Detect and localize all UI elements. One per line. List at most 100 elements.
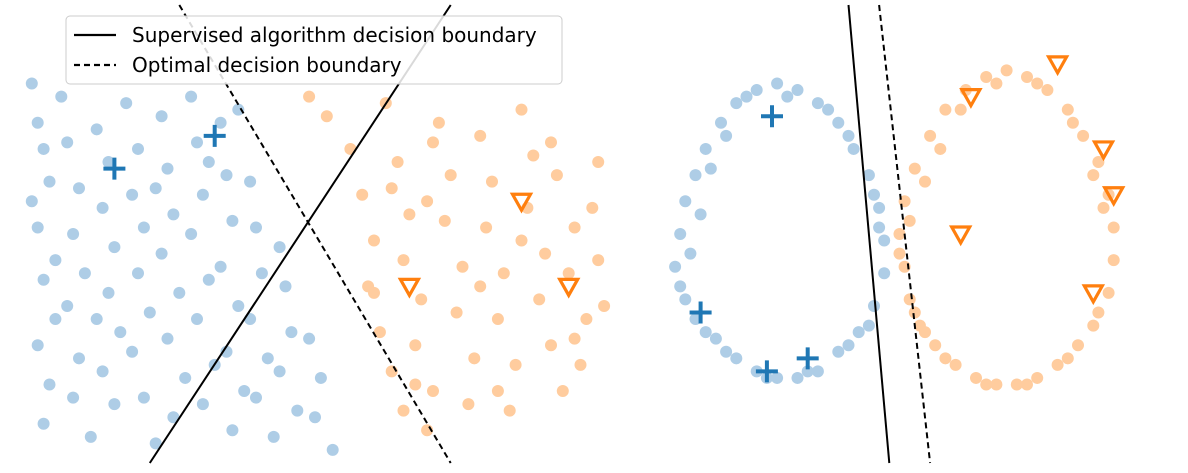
left-point-a-unlabeled-56 bbox=[232, 299, 245, 312]
legend-supervised-label: Supervised algorithm decision boundary bbox=[132, 23, 537, 47]
right-point-b-unlabeled-34 bbox=[1031, 77, 1044, 90]
right-point-a-unlabeled-6 bbox=[730, 97, 743, 110]
right-point-a-unlabeled-1 bbox=[674, 228, 687, 240]
right-point-b-unlabeled-8 bbox=[1021, 70, 1033, 83]
right-point-b-labeled-1 bbox=[1045, 55, 1070, 77]
left-point-a-unlabeled-9 bbox=[37, 417, 50, 430]
right-point-b-unlabeled-36 bbox=[1087, 169, 1100, 182]
left-point-b-unlabeled-20 bbox=[456, 260, 469, 273]
left-point-a-unlabeled-2 bbox=[37, 142, 50, 155]
left-point-a-unlabeled-65 bbox=[250, 391, 262, 404]
left-point-a-unlabeled-14 bbox=[78, 267, 91, 280]
left-point-a-unlabeled-12 bbox=[73, 182, 85, 195]
right-point-b-unlabeled-15 bbox=[1107, 254, 1120, 267]
right-point-a-unlabeled-34 bbox=[822, 103, 835, 116]
left-point-a-unlabeled-53 bbox=[220, 169, 233, 182]
left-point-b-labeled-1 bbox=[397, 277, 422, 299]
left-point-b-unlabeled-52 bbox=[427, 136, 439, 149]
right-point-a-unlabeled-18 bbox=[852, 326, 865, 339]
left-point-a-unlabeled-36 bbox=[155, 110, 168, 123]
left-point-a-unlabeled-5 bbox=[37, 273, 50, 286]
right-point-b-unlabeled-19 bbox=[1051, 358, 1064, 371]
right-point-a-unlabeled-39 bbox=[842, 339, 855, 352]
right-point-b-unlabeled-37 bbox=[1097, 201, 1110, 214]
left-point-a-unlabeled-79 bbox=[149, 182, 162, 195]
right-point-a-unlabeled-28 bbox=[684, 247, 697, 260]
right-point-a-unlabeled-31 bbox=[720, 129, 733, 142]
right-point-a-labeled-0 bbox=[761, 105, 783, 128]
left-point-a-unlabeled-24 bbox=[114, 326, 127, 339]
right-point-a-unlabeled-24 bbox=[730, 352, 743, 365]
right-point-a-unlabeled-43 bbox=[699, 326, 712, 339]
right-point-a-unlabeled-33 bbox=[781, 90, 794, 103]
left-point-a-unlabeled-20 bbox=[102, 156, 115, 169]
left-point-b-unlabeled-37 bbox=[556, 385, 569, 398]
right-point-b-unlabeled-32 bbox=[954, 103, 967, 116]
left-point-a-unlabeled-18 bbox=[84, 430, 97, 443]
left-point-a-unlabeled-11 bbox=[61, 136, 74, 149]
left-point-a-unlabeled-43 bbox=[167, 411, 180, 424]
left-point-a-unlabeled-63 bbox=[244, 313, 257, 326]
left-point-a-unlabeled-78 bbox=[90, 313, 103, 326]
right-point-b-unlabeled-22 bbox=[990, 378, 1003, 391]
left-point-a-unlabeled-42 bbox=[179, 371, 192, 384]
left-point-a-labeled-0 bbox=[103, 157, 126, 180]
left-point-a-unlabeled-23 bbox=[102, 286, 115, 299]
right-point-b-unlabeled-3 bbox=[924, 129, 937, 142]
left-point-a-unlabeled-81 bbox=[232, 103, 245, 116]
left-point-b-unlabeled-29 bbox=[509, 358, 522, 371]
left-point-b-unlabeled-25 bbox=[486, 175, 498, 188]
left-point-b-unlabeled-44 bbox=[592, 254, 605, 267]
right-point-b-unlabeled-41 bbox=[980, 378, 993, 391]
left-point-b-unlabeled-6 bbox=[373, 326, 386, 339]
left-point-b-unlabeled-43 bbox=[586, 201, 599, 214]
left-point-a-unlabeled-46 bbox=[196, 188, 209, 201]
right-point-a-unlabeled-32 bbox=[740, 90, 753, 103]
left-point-a-unlabeled-30 bbox=[137, 221, 150, 234]
right-point-a-unlabeled-12 bbox=[847, 142, 860, 155]
left-point-a-unlabeled-55 bbox=[214, 260, 227, 273]
right-point-a-unlabeled-11 bbox=[832, 116, 845, 129]
left-point-a-unlabeled-44 bbox=[185, 90, 198, 103]
left-point-a-unlabeled-16 bbox=[73, 352, 85, 365]
right-point-b-unlabeled-20 bbox=[1031, 371, 1044, 384]
left-point-a-unlabeled-67 bbox=[273, 241, 286, 254]
left-panel-plot bbox=[25, 4, 611, 464]
left-point-a-unlabeled-37 bbox=[161, 162, 174, 175]
right-point-b-labeled-0 bbox=[959, 88, 983, 109]
right-point-b-unlabeled-42 bbox=[939, 352, 952, 365]
right-point-a-unlabeled-36 bbox=[868, 188, 880, 201]
left-point-a-unlabeled-75 bbox=[326, 443, 339, 456]
left-point-b-unlabeled-35 bbox=[533, 293, 546, 306]
right-point-b-unlabeled-45 bbox=[893, 247, 906, 260]
left-point-a-unlabeled-47 bbox=[185, 228, 198, 240]
left-point-a-unlabeled-6 bbox=[49, 313, 62, 326]
left-point-a-unlabeled-13 bbox=[67, 228, 80, 240]
right-point-a-unlabeled-30 bbox=[704, 162, 717, 175]
right-point-b-unlabeled-14 bbox=[1107, 221, 1120, 234]
left-point-a-unlabeled-32 bbox=[143, 306, 156, 319]
left-point-a-unlabeled-15 bbox=[61, 299, 74, 312]
left-point-a-unlabeled-49 bbox=[191, 313, 203, 326]
right-point-a-unlabeled-38 bbox=[862, 319, 875, 332]
left-point-a-unlabeled-35 bbox=[149, 437, 162, 450]
right-point-a-unlabeled-3 bbox=[689, 169, 702, 182]
left-point-b-unlabeled-49 bbox=[474, 280, 487, 293]
right-point-b-unlabeled-9 bbox=[1041, 84, 1054, 97]
left-point-b-unlabeled-19 bbox=[438, 214, 451, 227]
right-point-b-unlabeled-2 bbox=[908, 162, 921, 175]
left-point-b-unlabeled-50 bbox=[515, 234, 528, 247]
right-point-a-unlabeled-19 bbox=[832, 345, 845, 358]
left-point-b-unlabeled-38 bbox=[550, 169, 563, 182]
left-point-b-unlabeled-26 bbox=[480, 221, 493, 234]
left-point-a-unlabeled-54 bbox=[226, 214, 239, 227]
left-point-a-unlabeled-60 bbox=[244, 175, 257, 188]
left-point-a-unlabeled-17 bbox=[67, 391, 80, 404]
left-point-a-labeled-1 bbox=[203, 124, 226, 147]
left-point-a-unlabeled-39 bbox=[155, 247, 168, 260]
left-point-a-unlabeled-68 bbox=[279, 280, 292, 293]
right-point-b-unlabeled-23 bbox=[970, 371, 982, 384]
legend-frame bbox=[65, 15, 563, 85]
left-point-b-unlabeled-10 bbox=[391, 156, 404, 169]
